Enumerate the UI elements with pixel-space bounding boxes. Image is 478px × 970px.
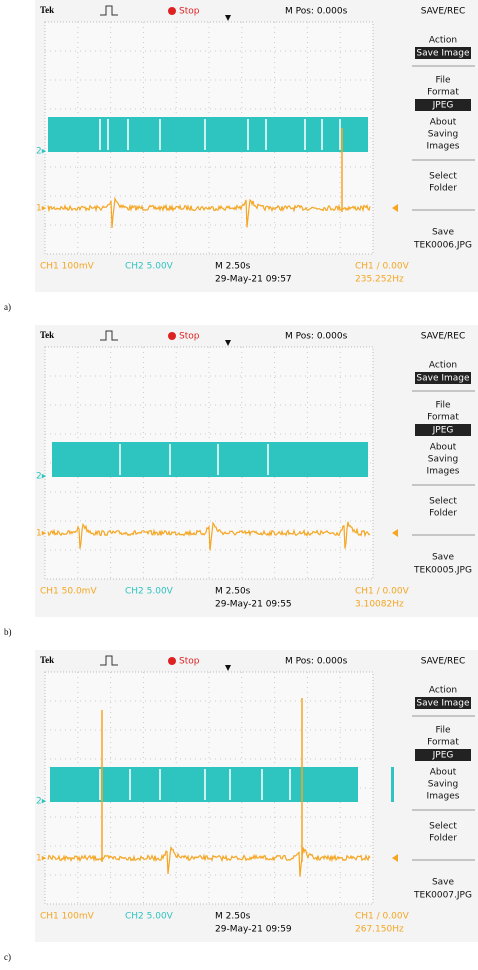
menu-about: About (430, 118, 457, 128)
menu-format: Format (427, 738, 459, 748)
ch2-scale: CH2 5.00V (125, 587, 174, 597)
panel-label: a) (4, 302, 11, 312)
menu-action-value: Save Image (416, 374, 470, 384)
status: Stop (179, 657, 200, 667)
scope-panel: Tek Stop M Pos: 0.000s SAVE/REC 2▸ 1▸ Action Sa… (4, 650, 478, 962)
menu-about: About (430, 443, 457, 453)
menu-saving: Saving (428, 780, 458, 790)
trigger: CH1 ∕ 0.00V (355, 912, 410, 922)
position: M Pos: 0.000s (285, 7, 348, 17)
menu-select: Select (429, 172, 457, 182)
menu-format-value: JPEG (432, 101, 454, 111)
date: 29-May-21 09:55 (215, 600, 292, 610)
menu-file: File (435, 401, 451, 411)
ch2-trace (391, 767, 394, 802)
date: 29-May-21 09:59 (215, 925, 292, 935)
menu-action: Action (429, 361, 457, 371)
menu-format: Format (427, 88, 459, 98)
position: M Pos: 0.000s (285, 657, 348, 667)
trigger: CH1 ∕ 0.00V (355, 587, 410, 597)
menu-saving: Saving (428, 455, 458, 465)
ch1-marker: 1▸ (36, 204, 47, 214)
date: 29-May-21 09:57 (215, 275, 292, 285)
menu-save-file: TEK0007.JPG (413, 891, 472, 901)
trigger: CH1 ∕ 0.00V (355, 262, 410, 272)
menu-action: Action (429, 686, 457, 696)
menu-folder: Folder (429, 509, 457, 519)
ch2-scale: CH2 5.00V (125, 262, 174, 272)
figure: Tek Stop M Pos: 0.000s SAVE/REC 2▸ 1▸ Action Sa… (0, 0, 478, 970)
status: Stop (179, 332, 200, 342)
stop-dot (168, 332, 176, 340)
timebase: M 2.50s (215, 587, 251, 597)
scope-panel: Tek Stop M Pos: 0.000s SAVE/REC 2▸ 1▸ Action Sa… (4, 0, 478, 312)
position: M Pos: 0.000s (285, 332, 348, 342)
menu-images: Images (427, 792, 460, 802)
menu-about: About (430, 768, 457, 778)
menu-save-file: TEK0006.JPG (413, 241, 472, 251)
panel-label: c) (4, 952, 11, 962)
menu-action-value: Save Image (416, 49, 470, 59)
menu-images: Images (427, 142, 460, 152)
menu-file: File (435, 726, 451, 736)
menu-select: Select (429, 497, 457, 507)
menu-folder: Folder (429, 834, 457, 844)
ch1-marker: 1▸ (36, 854, 47, 864)
menu-save: Save (432, 553, 455, 563)
scope-panel: Tek Stop M Pos: 0.000s SAVE/REC 2▸ 1▸ Action Sa… (4, 325, 478, 637)
menu-saving: Saving (428, 130, 458, 140)
ch1-scale: CH1 50.0mV (40, 587, 97, 597)
ch2-marker: 2▸ (36, 472, 47, 482)
brand: Tek (40, 655, 54, 665)
menu-file: File (435, 76, 451, 86)
frequency: 235.252Hz (355, 275, 404, 285)
timebase: M 2.50s (215, 912, 251, 922)
ch2-scale: CH2 5.00V (125, 912, 174, 922)
menu-save: Save (432, 228, 455, 238)
menu-images: Images (427, 467, 460, 477)
menu-save-file: TEK0005.JPG (413, 566, 472, 576)
menu-format-value: JPEG (432, 751, 454, 761)
ch1-marker: 1▸ (36, 529, 47, 539)
menu-action-value: Save Image (416, 699, 470, 709)
status: Stop (179, 7, 200, 17)
menu-title: SAVE/REC (421, 7, 466, 17)
timebase: M 2.50s (215, 262, 251, 272)
ch2-trace (52, 442, 368, 477)
menu-action: Action (429, 36, 457, 46)
stop-dot (168, 657, 176, 665)
frequency: 267.150Hz (355, 925, 404, 935)
brand: Tek (40, 5, 54, 15)
menu-title: SAVE/REC (421, 332, 466, 342)
ch2-marker: 2▸ (36, 147, 47, 157)
ch1-scale: CH1 100mV (40, 262, 95, 272)
ch1-scale: CH1 100mV (40, 912, 95, 922)
frequency: 3.10082Hz (355, 600, 404, 610)
menu-title: SAVE/REC (421, 657, 466, 667)
menu-save: Save (432, 878, 455, 888)
ch2-marker: 2▸ (36, 797, 47, 807)
stop-dot (168, 7, 176, 15)
ch2-trace (50, 767, 358, 802)
menu-format: Format (427, 413, 459, 423)
panel-label: b) (4, 627, 12, 637)
brand: Tek (40, 330, 54, 340)
menu-format-value: JPEG (432, 426, 454, 436)
menu-folder: Folder (429, 184, 457, 194)
menu-select: Select (429, 822, 457, 832)
ch2-trace (48, 117, 368, 152)
